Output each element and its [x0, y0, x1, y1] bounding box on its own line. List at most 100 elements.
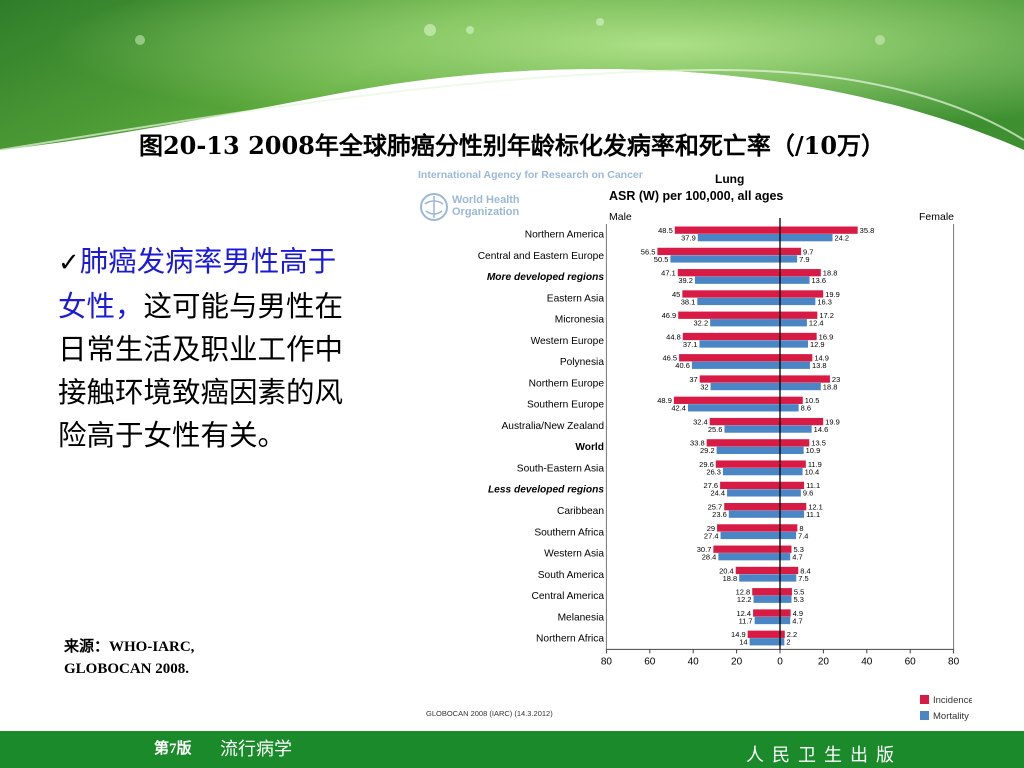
bar-mortality-female [780, 531, 797, 540]
value-label-incidence-female: 18.8 [823, 269, 838, 278]
value-label-mortality-male: 50.5 [654, 255, 669, 264]
category-label: Northern Europe [529, 378, 605, 389]
value-label-incidence-female: 19.9 [825, 290, 840, 299]
bar-mortality-female [780, 467, 803, 476]
value-label-incidence-male: 20.4 [719, 566, 734, 575]
chart-title: Lung [715, 172, 744, 186]
bar-incidence-male [720, 481, 780, 490]
value-label-mortality-male: 24.4 [710, 489, 725, 498]
value-label-mortality-male: 38.1 [681, 297, 696, 306]
value-label-incidence-male: 47.1 [661, 269, 676, 278]
value-label-mortality-female: 8.6 [801, 404, 811, 413]
footer-bar: 第7版 流行病学 人民卫生出版 [0, 731, 1024, 768]
category-label: Caribbean [557, 506, 604, 517]
bar-mortality-female [780, 553, 791, 561]
value-label-mortality-male: 39.2 [678, 276, 693, 285]
bar-mortality-male [728, 510, 780, 518]
x-tick-label: 20 [818, 656, 830, 667]
x-tick-label: 40 [861, 656, 873, 667]
bar-incidence-female [780, 354, 813, 362]
bar-mortality-male [724, 425, 780, 433]
value-label-mortality-male: 40.6 [675, 361, 690, 370]
value-label-incidence-female: 12.1 [808, 503, 823, 512]
bar-incidence-female [780, 503, 807, 511]
bar-incidence-male [753, 609, 780, 617]
value-label-mortality-male: 25.6 [708, 425, 723, 434]
value-label-mortality-female: 14.6 [814, 425, 829, 434]
x-tick-label: 60 [905, 656, 917, 667]
value-label-mortality-female: 10.9 [806, 446, 821, 455]
bar-incidence-male [706, 439, 780, 447]
value-label-mortality-female: 4.7 [792, 616, 802, 625]
value-label-incidence-female: 16.9 [819, 332, 834, 341]
bar-incidence-female [780, 332, 817, 341]
category-label: Southern Africa [534, 527, 604, 538]
category-label: Less developed regions [488, 485, 604, 496]
value-label-incidence-male: 32.4 [693, 417, 708, 426]
value-label-incidence-male: 56.5 [641, 247, 656, 256]
value-label-incidence-female: 14.9 [814, 354, 829, 363]
bar-incidence-male [715, 460, 780, 468]
value-label-mortality-male: 32.2 [694, 319, 709, 328]
bar-incidence-male [699, 375, 780, 383]
course-name: 流行病学 [220, 739, 292, 760]
bar-incidence-female [780, 524, 798, 532]
edition-label: 第7版 [154, 741, 192, 757]
plot-area: 80 60 40 20 0 20 40 60 80 Northern America 48.5 35.… [478, 218, 960, 667]
value-label-mortality-female: 13.8 [812, 361, 827, 370]
value-label-incidence-female: 9.7 [803, 247, 813, 256]
value-label-incidence-female: 17.2 [819, 311, 834, 320]
bar-mortality-male [710, 319, 780, 327]
value-label-incidence-female: 11.9 [808, 460, 822, 469]
bar-mortality-female [780, 574, 797, 582]
value-label-incidence-male: 46.5 [662, 354, 677, 363]
value-label-incidence-male: 30.7 [697, 545, 712, 554]
value-label-mortality-male: 42.4 [671, 404, 686, 413]
value-label-mortality-female: 5.3 [794, 595, 804, 604]
value-label-incidence-female: 35.8 [860, 226, 875, 235]
value-label-mortality-male: 27.4 [704, 531, 719, 540]
chart-subtitle: ASR (W) per 100,000, all ages [609, 189, 783, 203]
bar-incidence-male [717, 524, 780, 532]
category-label: Western Asia [544, 549, 604, 560]
bar-incidence-male [752, 588, 780, 596]
bar-mortality-male [749, 638, 780, 646]
bar-incidence-female [780, 630, 785, 638]
category-label: Western Europe [531, 336, 605, 347]
bar-mortality-female [780, 489, 801, 497]
category-label: Melanesia [558, 612, 605, 623]
bar-mortality-male [727, 489, 780, 497]
slide-title: 图20-13 2008年全球肺癌分性别年龄标化发病率和死亡率（/10万） [138, 131, 886, 160]
category-label: Southern Europe [527, 400, 604, 411]
value-label-mortality-female: 12.9 [810, 340, 825, 349]
bar-incidence-female [780, 226, 858, 234]
bar-incidence-female [780, 439, 810, 447]
male-label: Male [609, 211, 632, 223]
bar-mortality-female [780, 276, 810, 284]
category-label: Polynesia [560, 357, 605, 368]
bar-mortality-male [697, 297, 780, 306]
category-label: Northern Africa [536, 634, 604, 645]
value-label-mortality-male: 29.2 [700, 446, 715, 455]
bullet-text: ✓肺癌发病率男性高于女性，这可能与男性在日常生活及职业工作中接触环境致癌因素的风… [58, 240, 358, 457]
value-label-incidence-female: 13.5 [811, 439, 826, 448]
value-label-mortality-female: 12.4 [809, 319, 824, 328]
value-label-mortality-female: 24.2 [835, 234, 850, 243]
bar-incidence-male [673, 396, 780, 404]
bar-mortality-male [739, 574, 780, 582]
bar-incidence-male [678, 311, 780, 319]
value-label-mortality-female: 7.4 [798, 531, 808, 540]
bar-mortality-male [670, 255, 780, 263]
value-label-mortality-female: 9.6 [803, 489, 813, 498]
category-label: South America [538, 570, 605, 581]
value-label-mortality-male: 37.1 [683, 340, 698, 349]
value-label-mortality-male: 26.3 [706, 467, 721, 476]
x-tick-label: 20 [731, 656, 743, 667]
publisher-name: 人民卫生出版 [746, 745, 902, 766]
bullet-rest: 这可能与男性在日常生活及职业工作中接触环境致癌因素的风险高于女性有关。 [58, 290, 344, 452]
x-tick-label: 60 [644, 656, 656, 667]
value-label-incidence-male: 45 [672, 290, 680, 299]
bar-mortality-female [780, 382, 821, 391]
category-label: World [575, 442, 604, 453]
bar-incidence-female [780, 609, 791, 617]
